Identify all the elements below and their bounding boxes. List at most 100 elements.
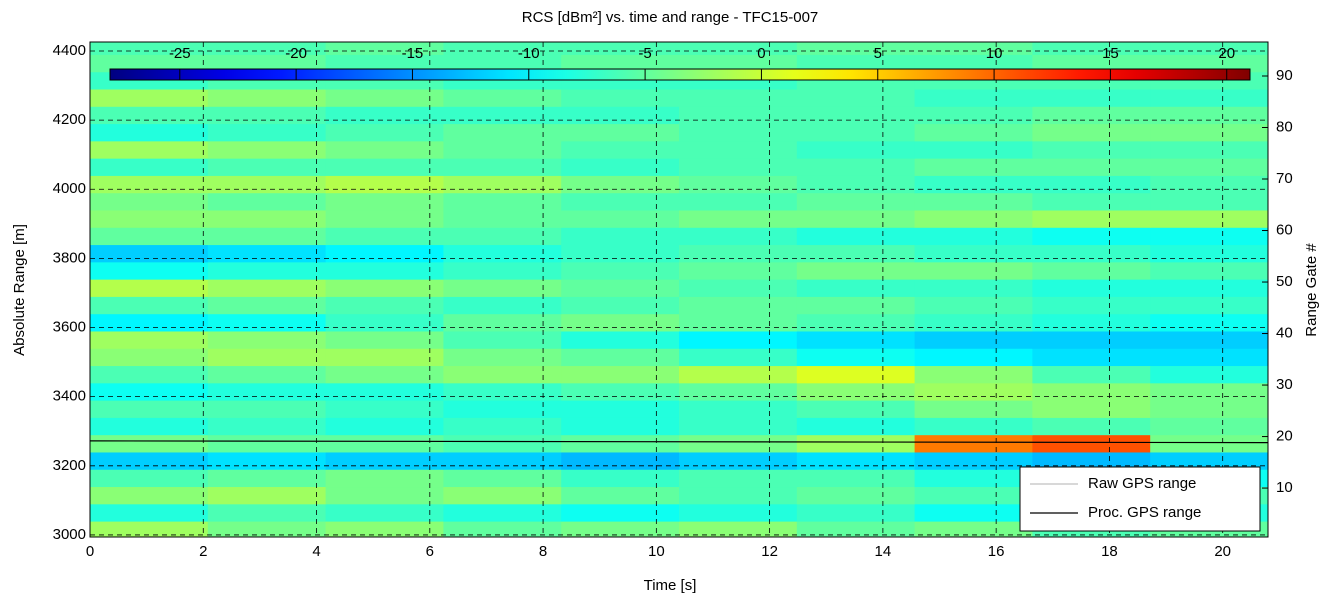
heat-cell xyxy=(679,261,798,280)
heat-cell xyxy=(914,89,1033,107)
heat-cell xyxy=(90,123,209,142)
heat-cell xyxy=(561,521,680,537)
heat-cell xyxy=(443,106,562,125)
heat-cell xyxy=(914,434,1033,453)
heat-cell xyxy=(796,123,916,142)
heat-cell xyxy=(207,227,327,246)
heat-cell xyxy=(90,330,209,349)
heat-cell xyxy=(914,192,1033,211)
heat-cell xyxy=(1150,400,1268,418)
heat-cell xyxy=(914,521,1033,537)
heat-cell xyxy=(443,158,562,176)
heat-cell xyxy=(561,158,680,176)
heat-cell xyxy=(679,106,798,125)
heat-cell xyxy=(561,503,680,522)
y2-tick-label: 30 xyxy=(1276,376,1293,393)
heat-cell xyxy=(1150,261,1268,280)
colorbar-tick-label: 15 xyxy=(1102,45,1119,62)
heat-cell xyxy=(443,503,562,522)
heat-cell xyxy=(914,123,1033,142)
heat-cell xyxy=(1150,209,1268,228)
y2-tick-label: 60 xyxy=(1276,221,1293,238)
heat-cell xyxy=(679,123,798,142)
colorbar xyxy=(109,68,1251,81)
legend-box xyxy=(1019,466,1261,532)
heat-cell xyxy=(561,400,680,418)
heat-cell xyxy=(1032,417,1151,436)
y2-tick-label: 20 xyxy=(1276,428,1293,445)
heat-cell xyxy=(796,42,916,55)
heat-cell xyxy=(1032,348,1151,367)
heat-cell xyxy=(796,296,916,315)
heat-cell xyxy=(796,451,916,470)
heat-cell xyxy=(443,89,562,107)
heat-cell xyxy=(325,89,444,107)
heat-cell xyxy=(207,175,327,194)
heat-cell xyxy=(679,175,798,194)
heat-cell xyxy=(90,365,209,384)
colorbar-tick-label: -15 xyxy=(402,45,424,62)
heat-cell xyxy=(796,348,916,367)
heat-cell xyxy=(914,469,1033,488)
heat-cell xyxy=(561,106,680,125)
heat-cell xyxy=(443,417,562,436)
heat-cell xyxy=(325,521,444,537)
heat-cell xyxy=(914,261,1033,280)
heat-cell xyxy=(796,417,916,436)
heat-cell xyxy=(207,451,327,470)
heat-cell xyxy=(1150,348,1268,367)
heat-cell xyxy=(325,313,444,332)
heat-cell xyxy=(796,158,916,176)
plot-frame xyxy=(89,41,1269,538)
heat-cell xyxy=(561,451,680,470)
heat-cell xyxy=(1032,451,1151,470)
heat-cell xyxy=(1032,209,1151,228)
heat-cell xyxy=(1032,382,1151,401)
heat-cell xyxy=(679,140,798,159)
heat-cell xyxy=(207,330,327,349)
heat-cell xyxy=(796,330,916,349)
heat-cell xyxy=(90,192,209,211)
heat-cell xyxy=(325,175,444,194)
heat-cell xyxy=(1150,54,1268,73)
heat-cell xyxy=(1032,296,1151,315)
heat-cell xyxy=(443,42,562,55)
heat-cell xyxy=(325,503,444,522)
heat-cell xyxy=(443,365,562,384)
heat-cell xyxy=(207,400,327,418)
heat-cell xyxy=(90,42,209,55)
heat-cell xyxy=(796,89,916,107)
heat-cell xyxy=(90,140,209,159)
heat-cell xyxy=(90,521,209,537)
heat-cell xyxy=(207,503,327,522)
heat-cell xyxy=(796,313,916,332)
y2-tick-label: 10 xyxy=(1276,479,1293,496)
legend-label: Raw GPS range xyxy=(1088,475,1196,492)
heat-cell xyxy=(325,140,444,159)
heat-cell xyxy=(1150,451,1268,470)
heat-cell xyxy=(914,209,1033,228)
y-tick-label: 4400 xyxy=(53,42,86,59)
heat-cell xyxy=(679,42,798,55)
heat-cell xyxy=(1032,279,1151,297)
x-tick-label: 10 xyxy=(648,543,665,560)
heat-cell xyxy=(443,175,562,194)
heat-cell xyxy=(443,140,562,159)
heat-cell xyxy=(443,123,562,142)
x-tick-label: 12 xyxy=(761,543,778,560)
heat-cell xyxy=(207,123,327,142)
colorbar-tick-label: -25 xyxy=(169,45,191,62)
heat-cell xyxy=(679,296,798,315)
heat-cell xyxy=(1150,89,1268,107)
heat-cell xyxy=(1150,175,1268,194)
heat-cell xyxy=(796,486,916,505)
heat-cell xyxy=(207,313,327,332)
heat-cell xyxy=(561,89,680,107)
heat-cell xyxy=(1150,227,1268,246)
heat-cell xyxy=(90,382,209,401)
heat-cell xyxy=(443,382,562,401)
heat-cell xyxy=(90,89,209,107)
legend-label: Proc. GPS range xyxy=(1088,504,1201,521)
heat-cell xyxy=(90,175,209,194)
x-tick-label: 6 xyxy=(426,543,434,560)
